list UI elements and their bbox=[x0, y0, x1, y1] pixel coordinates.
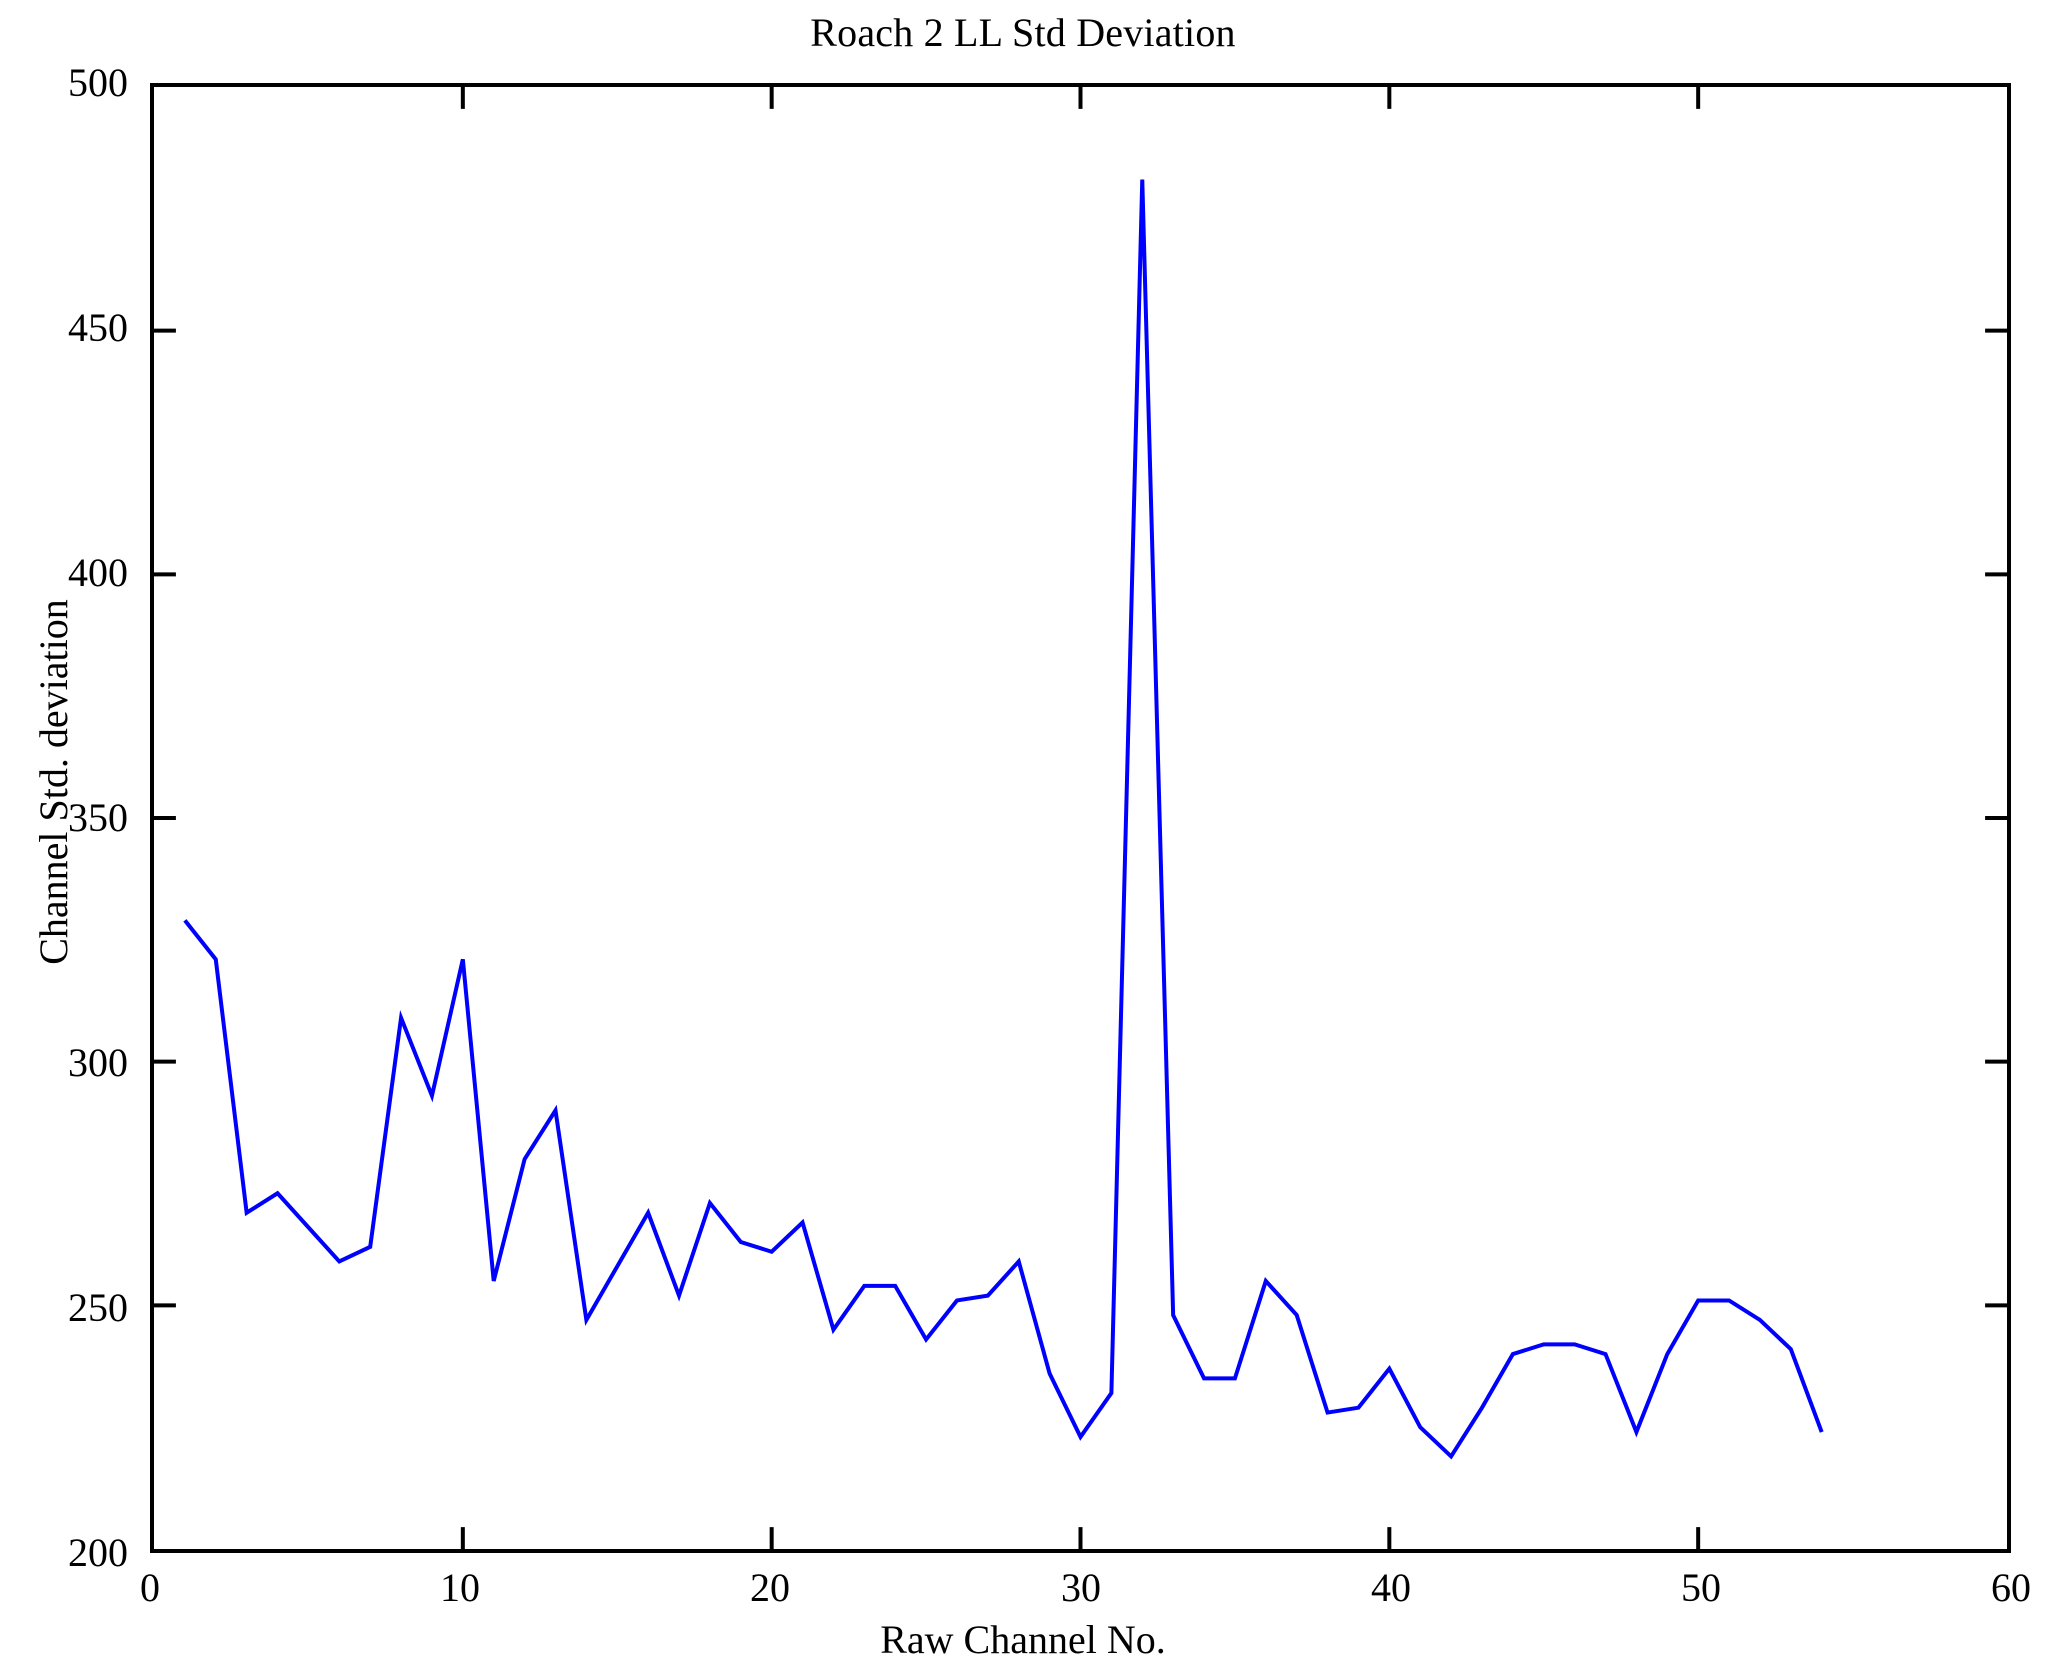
data-series-line bbox=[185, 180, 1822, 1457]
x-tick-label-30: 30 bbox=[1061, 1565, 1101, 1610]
x-tick-label-10: 10 bbox=[440, 1565, 480, 1610]
y-tick-label-400: 400 bbox=[68, 550, 128, 595]
y-axis-title: Channel Std. deviation bbox=[31, 599, 76, 965]
y-tick-label-300: 300 bbox=[68, 1040, 128, 1085]
y-tick-label-450: 450 bbox=[68, 305, 128, 350]
x-tick-label-0: 0 bbox=[140, 1565, 160, 1610]
x-tick-label-40: 40 bbox=[1371, 1565, 1411, 1610]
y-tick-label-250: 250 bbox=[68, 1285, 128, 1330]
x-tick-label-60: 60 bbox=[1991, 1565, 2031, 1610]
y-tick-label-500: 500 bbox=[68, 60, 128, 105]
plot-canvas bbox=[154, 87, 2007, 1549]
y-tick-label-200: 200 bbox=[68, 1530, 128, 1575]
x-axis-ticks bbox=[463, 87, 1698, 1549]
x-tick-label-20: 20 bbox=[750, 1565, 790, 1610]
y-tick-label-350: 350 bbox=[68, 795, 128, 840]
chart-title: Roach 2 LL Std Deviation bbox=[810, 10, 1236, 55]
y-tick-label-group: 500 450 400 350 300 250 200 bbox=[0, 0, 140, 1671]
x-tick-label-50: 50 bbox=[1681, 1565, 1721, 1610]
y-axis-ticks bbox=[154, 331, 2007, 1306]
x-axis-title: Raw Channel No. bbox=[880, 1617, 1166, 1662]
plot-area bbox=[150, 83, 2011, 1553]
